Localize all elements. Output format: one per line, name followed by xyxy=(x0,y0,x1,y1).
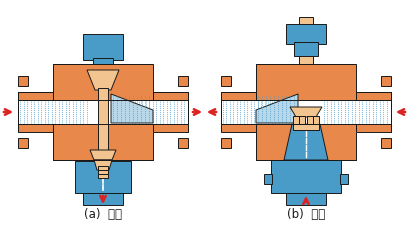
Bar xyxy=(178,138,188,148)
Bar xyxy=(153,132,188,160)
Bar xyxy=(153,65,188,93)
Bar xyxy=(178,77,188,87)
Bar xyxy=(18,101,188,124)
Bar xyxy=(356,132,391,160)
Bar xyxy=(299,18,313,108)
Bar xyxy=(18,65,53,93)
Bar xyxy=(286,25,326,45)
Bar xyxy=(221,65,256,93)
Bar xyxy=(18,77,28,87)
Bar xyxy=(264,174,272,184)
Polygon shape xyxy=(290,108,322,117)
Bar xyxy=(221,132,256,160)
Bar xyxy=(299,117,305,126)
Bar xyxy=(98,89,108,160)
Bar xyxy=(18,132,53,160)
Bar xyxy=(221,93,256,132)
Bar xyxy=(221,77,231,87)
Bar xyxy=(98,166,108,170)
Bar xyxy=(381,138,391,148)
Bar xyxy=(293,117,299,126)
Bar xyxy=(18,138,28,148)
Text: (a)  分流: (a) 分流 xyxy=(84,208,122,220)
Bar xyxy=(53,65,153,160)
Polygon shape xyxy=(256,94,298,124)
Bar xyxy=(75,161,131,193)
Polygon shape xyxy=(90,150,116,160)
Bar xyxy=(83,35,123,61)
Bar xyxy=(98,170,108,174)
Bar xyxy=(83,193,123,205)
Bar xyxy=(356,65,391,93)
Text: (b)  合流: (b) 合流 xyxy=(287,208,325,220)
Bar xyxy=(93,59,113,71)
Polygon shape xyxy=(111,94,153,124)
Bar xyxy=(256,65,356,160)
Bar xyxy=(271,155,341,193)
Bar xyxy=(286,193,326,205)
Bar xyxy=(340,174,348,184)
Polygon shape xyxy=(284,124,328,160)
Bar xyxy=(221,101,391,124)
Bar xyxy=(313,117,319,126)
Bar xyxy=(294,43,318,57)
Bar xyxy=(356,93,391,132)
Bar xyxy=(293,124,319,130)
Bar xyxy=(221,138,231,148)
Bar xyxy=(18,93,53,132)
Bar xyxy=(153,93,188,132)
Polygon shape xyxy=(87,71,119,91)
Bar xyxy=(307,117,313,126)
Bar xyxy=(98,174,108,178)
Bar xyxy=(381,77,391,87)
Polygon shape xyxy=(94,160,112,170)
